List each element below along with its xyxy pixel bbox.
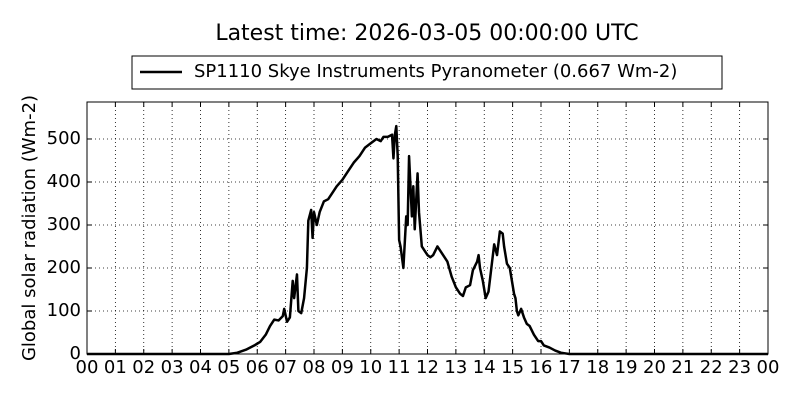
x-tick-label: 02	[132, 357, 155, 378]
y-tick-label: 100	[47, 300, 81, 321]
x-tick-label: 06	[246, 357, 269, 378]
data-line	[87, 124, 768, 356]
x-tick-label: 14	[473, 357, 496, 378]
chart-title: Latest time: 2026-03-05 00:00:00 UTC	[215, 21, 638, 46]
x-tick-label: 07	[274, 357, 297, 378]
x-tick-label: 17	[558, 357, 581, 378]
y-tick-label: 400	[47, 171, 81, 192]
x-tick-label: 04	[189, 357, 212, 378]
x-tick-label: 10	[359, 357, 382, 378]
x-tick-label: 19	[615, 357, 638, 378]
y-tick-label: 500	[47, 128, 81, 149]
legend-box	[131, 55, 723, 90]
legend-label: SP1110 Skye Instruments Pyranometer (0.6…	[194, 61, 677, 82]
x-tick-label: 00	[757, 357, 780, 378]
x-tick-label: 05	[217, 357, 240, 378]
x-tick-label: 00	[76, 357, 99, 378]
x-tick-label: 16	[530, 357, 553, 378]
plot-frame	[86, 101, 769, 355]
x-tick-label: 22	[700, 357, 723, 378]
x-tick-label: 23	[728, 357, 751, 378]
y-tick-label: 300	[47, 214, 81, 235]
x-tick-label: 12	[416, 357, 439, 378]
x-tick-label: 09	[331, 357, 354, 378]
x-tick-label: 01	[104, 357, 127, 378]
y-axis-label: Global solar radiation (Wm-2)	[19, 95, 40, 361]
x-tick-label: 21	[671, 357, 694, 378]
x-tick-label: 15	[501, 357, 524, 378]
x-tick-label: 11	[388, 357, 411, 378]
x-tick-label: 20	[643, 357, 666, 378]
x-tick-label: 13	[444, 357, 467, 378]
x-tick-label: 03	[161, 357, 184, 378]
y-tick-label: 200	[47, 257, 81, 278]
y-tick-label: 0	[70, 343, 81, 364]
x-tick-label: 18	[586, 357, 609, 378]
x-tick-label: 08	[303, 357, 326, 378]
